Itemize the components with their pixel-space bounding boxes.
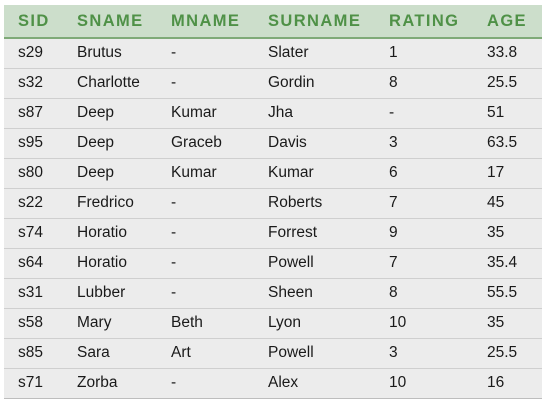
table-row: s74 Horatio - Forrest 9 35 [4,218,542,249]
mname-cell: - [157,368,254,399]
rating-cell: 3 [375,128,473,159]
rating-cell: - [375,98,473,129]
header-row: SID SNAME MNAME SURNAME RATING AGE [4,5,542,39]
age-cell: 16 [473,368,542,399]
sid-cell: s80 [4,158,63,189]
table-header: SID SNAME MNAME SURNAME RATING AGE [4,5,542,39]
surname-cell: Kumar [254,158,375,189]
column-header-rating: RATING [375,5,473,39]
age-cell: 45 [473,188,542,219]
rating-cell: 3 [375,338,473,369]
rating-cell: 10 [375,308,473,339]
mname-cell: Beth [157,308,254,339]
sname-cell: Charlotte [63,68,157,99]
table-row: s64 Horatio - Powell 7 35.4 [4,248,542,279]
age-cell: 35 [473,308,542,339]
age-cell: 63.5 [473,128,542,159]
sid-cell: s87 [4,98,63,129]
sname-cell: Zorba [63,368,157,399]
sid-cell: s22 [4,188,63,219]
mname-cell: Art [157,338,254,369]
surname-cell: Roberts [254,188,375,219]
surname-cell: Sheen [254,278,375,309]
table-row: s22 Fredrico - Roberts 7 45 [4,188,542,219]
table-row: s71 Zorba - Alex 10 16 [4,368,542,399]
column-header-sname: SNAME [63,5,157,39]
sid-cell: s32 [4,68,63,99]
sailors-table-container: SID SNAME MNAME SURNAME RATING AGE s29 Br… [4,5,542,399]
mname-cell: - [157,218,254,249]
table-row: s29 Brutus - Slater 1 33.8 [4,38,542,69]
sid-cell: s74 [4,218,63,249]
age-cell: 25.5 [473,68,542,99]
surname-cell: Alex [254,368,375,399]
age-cell: 35 [473,218,542,249]
age-cell: 25.5 [473,338,542,369]
surname-cell: Jha [254,98,375,129]
column-header-sid: SID [4,5,63,39]
mname-cell: - [157,68,254,99]
sname-cell: Horatio [63,218,157,249]
surname-cell: Powell [254,338,375,369]
sid-cell: s71 [4,368,63,399]
rating-cell: 8 [375,278,473,309]
rating-cell: 10 [375,368,473,399]
table-row: s87 Deep Kumar Jha -51 [4,98,542,129]
mname-cell: - [157,248,254,279]
sname-cell: Sara [63,338,157,369]
sname-cell: Horatio [63,248,157,279]
mname-cell: - [157,278,254,309]
rating-cell: 8 [375,68,473,99]
surname-cell: Davis [254,128,375,159]
column-header-mname: MNAME [157,5,254,39]
sname-cell: Deep [63,158,157,189]
age-cell: 33.8 [473,38,542,69]
table-row: s31 Lubber - Sheen 8 55.5 [4,278,542,309]
rating-cell: 1 [375,38,473,69]
mname-cell: Graceb [157,128,254,159]
sname-cell: Brutus [63,38,157,69]
mname-cell: - [157,38,254,69]
column-header-surname: SURNAME [254,5,375,39]
table-row: s58 Mary Beth Lyon 10 35 [4,308,542,339]
age-cell: 51 [473,98,542,129]
surname-cell: Powell [254,248,375,279]
table-row: s85 Sara Art Powell 3 25.5 [4,338,542,369]
surname-cell: Slater [254,38,375,69]
sname-cell: Fredrico [63,188,157,219]
sid-cell: s29 [4,38,63,69]
sid-cell: s58 [4,308,63,339]
age-cell: 17 [473,158,542,189]
surname-cell: Gordin [254,68,375,99]
sid-cell: s31 [4,278,63,309]
rating-cell: 9 [375,218,473,249]
mname-cell: - [157,188,254,219]
table-row: s95 Deep Graceb Davis 3 63.5 [4,128,542,159]
table-row: s32 Charlotte - Gordin 8 25.5 [4,68,542,99]
sname-cell: Deep [63,128,157,159]
sname-cell: Mary [63,308,157,339]
age-cell: 35.4 [473,248,542,279]
surname-cell: Lyon [254,308,375,339]
sname-cell: Deep [63,98,157,129]
rating-cell: 6 [375,158,473,189]
mname-cell: Kumar [157,98,254,129]
rating-cell: 7 [375,248,473,279]
rating-cell: 7 [375,188,473,219]
surname-cell: Forrest [254,218,375,249]
sname-cell: Lubber [63,278,157,309]
age-cell: 55.5 [473,278,542,309]
sid-cell: s95 [4,128,63,159]
sailors-table: SID SNAME MNAME SURNAME RATING AGE s29 Br… [4,5,542,399]
column-header-age: AGE [473,5,542,39]
table-body: s29 Brutus - Slater 1 33.8 s32 Charlotte - Gordin… [4,38,542,399]
mname-cell: Kumar [157,158,254,189]
sid-cell: s64 [4,248,63,279]
table-row: s80 Deep Kumar Kumar 6 17 [4,158,542,189]
sid-cell: s85 [4,338,63,369]
